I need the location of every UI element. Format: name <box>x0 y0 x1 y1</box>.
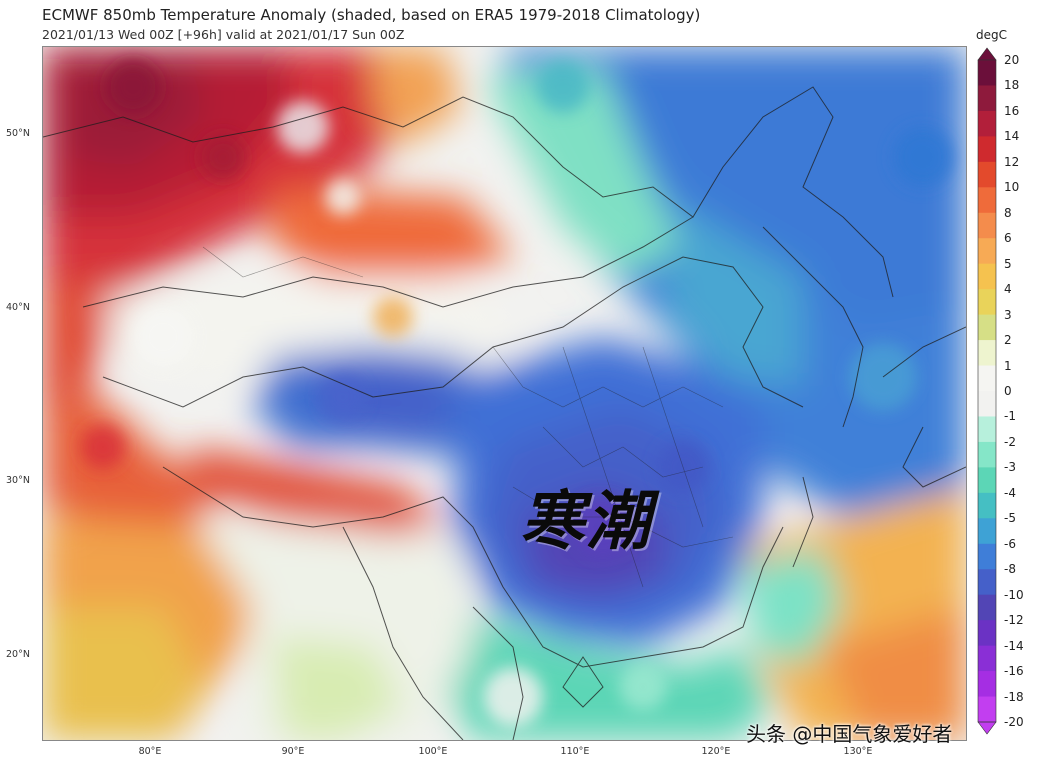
lon-label-110e: 110°E <box>560 746 590 757</box>
province-lines <box>202 246 734 588</box>
colorbar-frame <box>977 59 997 723</box>
lon-label-130e: 130°E <box>843 746 873 757</box>
colorbar-segment <box>978 85 996 112</box>
watermark: 头条 @中国气象爱好者 <box>746 718 952 747</box>
anomaly-map <box>42 46 967 741</box>
colorbar-segment <box>978 187 996 214</box>
colorbar-segment <box>978 441 996 468</box>
colorbar-tick-label: -14 <box>1004 638 1024 653</box>
lat-label-50n: 50°N <box>6 128 30 139</box>
colorbar-segment <box>978 391 996 417</box>
colorbar-segment <box>978 161 996 188</box>
colorbar-tick-label: 5 <box>1004 256 1012 271</box>
colorbar-tick-label: -1 <box>1004 409 1016 424</box>
lon-label-90e: 90°E <box>281 746 305 757</box>
colorbar-tick-label: -3 <box>1004 460 1016 475</box>
colorbar-tick-label: 1 <box>1004 358 1012 373</box>
colorbar-segment <box>978 60 996 86</box>
colorbar-tick-label: 18 <box>1004 78 1020 93</box>
colorbar-segment <box>978 365 996 392</box>
colorbar-tick-label: 0 <box>1004 384 1012 398</box>
colorbar-tick-label: -10 <box>1004 587 1024 602</box>
colorbar-segment <box>978 518 996 545</box>
anomaly-shading <box>43 47 966 740</box>
lat-label-30n: 30°N <box>6 475 30 486</box>
anomaly-map-svg <box>43 47 966 740</box>
colorbar-tick-label: -2 <box>1004 434 1016 449</box>
colorbar-segment <box>978 569 996 596</box>
colorbar-units: degC <box>976 28 1007 42</box>
colorbar-bottom-arrow <box>977 721 997 735</box>
map-subtitle: 2021/01/13 Wed 00Z [+96h] valid at 2021/… <box>42 27 405 42</box>
lon-label-100e: 100°E <box>418 746 448 757</box>
colorbar-tick-label: 10 <box>1004 180 1020 195</box>
colorbar-tick-label: -8 <box>1004 562 1016 577</box>
borders <box>43 86 966 740</box>
colorbar-segment <box>978 467 996 494</box>
lat-label-40n: 40°N <box>6 302 30 313</box>
colorbar-tick-label: -20 <box>1004 715 1024 729</box>
colorbar-tick-label: -12 <box>1004 613 1024 628</box>
watermark-text: 头条 @中国气象爱好者 <box>746 722 953 746</box>
colorbar-segment <box>978 340 996 367</box>
colorbar-tick-label: -4 <box>1004 485 1016 500</box>
colorbar-top-arrow <box>977 47 997 61</box>
colorbar-tick-label: 6 <box>1004 231 1012 246</box>
colorbar-tick-label: 3 <box>1004 307 1012 322</box>
colorbar-segment <box>978 314 996 341</box>
colorbar-segment <box>978 136 996 163</box>
colorbar-segment <box>978 543 996 570</box>
lon-label-120e: 120°E <box>701 746 731 757</box>
colorbar-segment <box>978 212 996 239</box>
lon-label-80e: 80°E <box>138 746 162 757</box>
colorbar-tick-label: 12 <box>1004 154 1020 169</box>
colorbar-segment <box>978 620 996 647</box>
colorbar-tick-label: -18 <box>1004 689 1024 704</box>
colorbar-tick-label: 8 <box>1004 205 1012 220</box>
colorbar-segment <box>978 416 996 443</box>
lat-label-20n: 20°N <box>6 649 30 660</box>
colorbar-tick-label: -5 <box>1004 511 1016 526</box>
colorbar-segment <box>978 289 996 316</box>
colorbar-segment <box>978 696 996 723</box>
colorbar-tick-label: -16 <box>1004 664 1024 679</box>
colorbar-tick-label: -6 <box>1004 536 1016 551</box>
colorbar <box>977 47 997 735</box>
colorbar-segment <box>978 238 996 265</box>
colorbar-segment <box>978 671 996 698</box>
colorbar-segment <box>978 263 996 290</box>
colorbar-tick-label: 16 <box>1004 103 1020 118</box>
colorbar-segment <box>978 594 996 621</box>
colorbar-tick-label: 2 <box>1004 333 1012 348</box>
colorbar-tick-label: 14 <box>1004 129 1020 144</box>
colorbar-tick-label: 4 <box>1004 282 1012 297</box>
colorbar-segment <box>978 645 996 672</box>
cold-wave-label: 寒潮 <box>520 485 652 559</box>
map-title: ECMWF 850mb Temperature Anomaly (shaded,… <box>42 6 701 24</box>
colorbar-segment <box>978 492 996 519</box>
colorbar-segment <box>978 110 996 137</box>
colorbar-tick-label: 20 <box>1004 53 1020 67</box>
